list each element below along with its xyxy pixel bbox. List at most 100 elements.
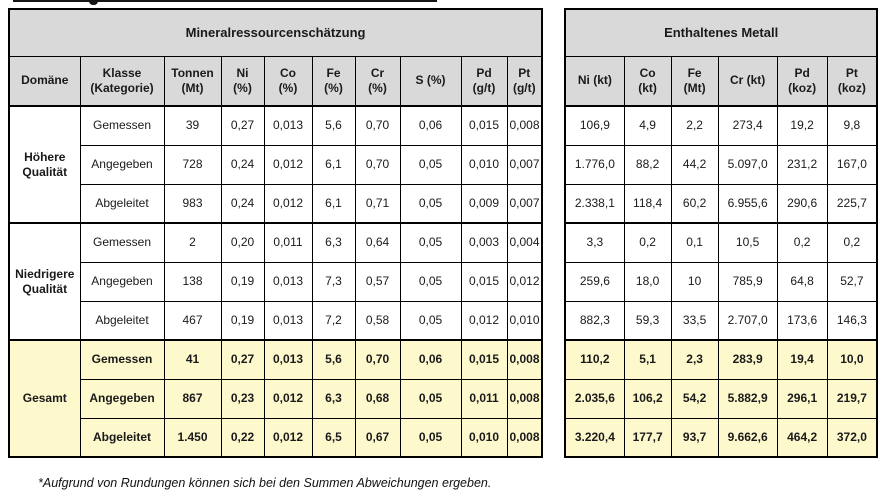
value-cell: 0,013 [263,261,313,302]
resource-col-header-2: Tonnen (Mt) [163,55,222,107]
value-cell: 372,0 [826,417,878,458]
metal-col-header-2: Fe (Mt) [670,55,719,107]
value-cell: 0,57 [354,261,401,302]
value-cell: 10,0 [826,339,878,380]
domain-cell: Gesamt [8,339,81,458]
value-cell: 41 [163,339,222,380]
value-cell: 2.338,1 [564,183,625,224]
value-cell: 0,05 [399,144,462,185]
value-cell: 2,3 [670,339,719,380]
value-cell: 0,1 [670,222,719,263]
metal-table-title: Enthaltenes Metall [564,8,878,57]
value-cell: 19,4 [776,339,828,380]
value-cell: 106,9 [564,105,625,146]
value-cell: 219,7 [826,378,878,419]
table-row: 2.035,6 106,2 54,2 5.882,9 296,1 219,7 [564,378,878,419]
value-cell: 464,2 [776,417,828,458]
value-cell: 64,8 [776,261,828,302]
value-cell: 0,012 [263,417,313,458]
value-cell: 4,9 [623,105,672,146]
resource-table-title: Mineralressourcenschätzung [8,8,543,57]
value-cell: 0,22 [220,417,265,458]
value-cell: 9,8 [826,105,878,146]
value-cell: 2.035,6 [564,378,625,419]
value-cell: 0,05 [399,222,462,263]
value-cell: 0,008 [506,339,543,380]
value-cell: 19,2 [776,105,828,146]
value-cell: 0,05 [399,300,462,341]
metal-col-header-1: Co (kt) [623,55,672,107]
table-row: Angegeben 138 0,19 0,013 7,3 0,57 0,05 0,015 0,0… [9,261,543,302]
value-cell: 0,012 [263,144,313,185]
metal-col-header-3: Cr (kt) [717,55,778,107]
klasse-cell: Gemessen [79,339,165,380]
value-cell: 0,05 [399,183,462,224]
value-cell: 983 [163,183,222,224]
resource-col-header-1: Klasse (Kategorie) [79,55,165,107]
klasse-cell: Gemessen [79,105,165,146]
contained-metal-table: Enthaltenes Metall Ni (kt) Co (kt) Fe (Mt)… [564,8,879,458]
value-cell: 0,010 [506,300,543,341]
value-cell: 6,3 [311,222,356,263]
value-cell: 59,3 [623,300,672,341]
value-cell: 0,010 [460,417,508,458]
klasse-cell: Angegeben [79,378,165,419]
value-cell: 0,007 [506,183,543,224]
metal-col-header-5: Pt (koz) [826,55,878,107]
value-cell: 44,2 [670,144,719,185]
value-cell: 0,013 [263,105,313,146]
value-cell: 5.097,0 [717,144,778,185]
value-cell: 0,003 [460,222,508,263]
value-cell: 10 [670,261,719,302]
table-row: 882,3 59,3 33,5 2.707,0 173,6 146,3 [564,300,878,341]
value-cell: 0,012 [460,300,508,341]
value-cell: 0,2 [776,222,828,263]
value-cell: 6,3 [311,378,356,419]
value-cell: 52,7 [826,261,878,302]
value-cell: 0,70 [354,105,401,146]
value-cell: 0,008 [506,378,543,419]
table-row: Angegeben 728 0,24 0,012 6,1 0,70 0,05 0,010 0,0… [9,144,543,185]
value-cell: 18,0 [623,261,672,302]
value-cell: 0,011 [263,222,313,263]
value-cell: 138 [163,261,222,302]
value-cell: 0,23 [220,378,265,419]
value-cell: 0,009 [460,183,508,224]
value-cell: 10,5 [717,222,778,263]
table-row: 106,9 4,9 2,2 273,4 19,2 9,8 [564,105,878,146]
table-row: 259,6 18,0 10 785,9 64,8 52,7 [564,261,878,302]
value-cell: 0,012 [263,378,313,419]
value-cell: 0,010 [460,144,508,185]
cropped-heading-remnant [13,0,437,2]
table-row: 3.220,4 177,7 93,7 9.662,6 464,2 372,0 [564,417,878,458]
metal-table-header-row: Ni (kt) Co (kt) Fe (Mt) Cr (kt) Pd (koz) Pt (… [564,55,878,107]
value-cell: 2.707,0 [717,300,778,341]
value-cell: 0,27 [220,339,265,380]
table-row: Abgeleitet 1.450 0,22 0,012 6,5 0,67 0,05 0,010… [9,417,543,458]
value-cell: 467 [163,300,222,341]
value-cell: 106,2 [623,378,672,419]
table-row: Angegeben 867 0,23 0,012 6,3 0,68 0,05 0,011 0,0… [9,378,543,419]
value-cell: 7,2 [311,300,356,341]
value-cell: 0,05 [399,261,462,302]
value-cell: 0,70 [354,144,401,185]
value-cell: 0,015 [460,339,508,380]
value-cell: 0,71 [354,183,401,224]
value-cell: 0,24 [220,183,265,224]
value-cell: 0,58 [354,300,401,341]
value-cell: 0,20 [220,222,265,263]
value-cell: 0,68 [354,378,401,419]
value-cell: 39 [163,105,222,146]
value-cell: 867 [163,378,222,419]
table-row: 110,2 5,1 2,3 283,9 19,4 10,0 [564,339,878,380]
value-cell: 3,3 [564,222,625,263]
value-cell: 290,6 [776,183,828,224]
cropped-heading-descender [89,0,98,5]
value-cell: 0,05 [399,417,462,458]
value-cell: 0,2 [623,222,672,263]
value-cell: 785,9 [717,261,778,302]
value-cell: 6,1 [311,144,356,185]
value-cell: 0,015 [460,105,508,146]
klasse-cell: Gemessen [79,222,165,263]
domain-cell: Höhere Qualität [8,105,81,224]
